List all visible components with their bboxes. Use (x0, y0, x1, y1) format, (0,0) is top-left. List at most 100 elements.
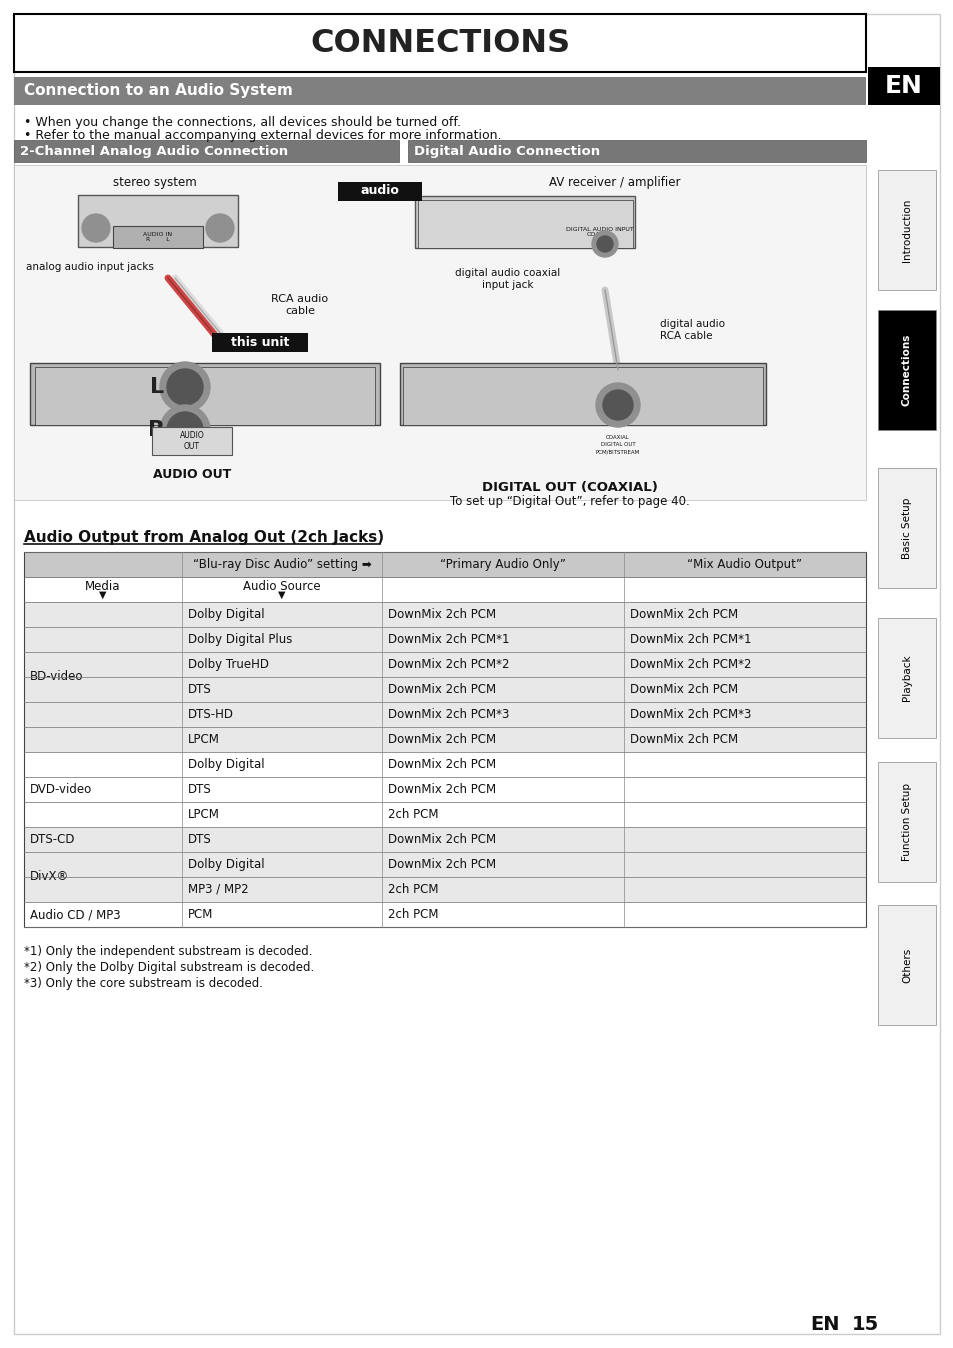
Text: DownMix 2ch PCM: DownMix 2ch PCM (629, 608, 738, 621)
Text: DIGITAL OUT: DIGITAL OUT (600, 442, 635, 448)
Text: DTS: DTS (188, 783, 212, 797)
Text: LPCM: LPCM (188, 807, 219, 821)
Text: AUDIO
OUT: AUDIO OUT (179, 431, 204, 450)
Text: RCA audio
cable: RCA audio cable (272, 294, 328, 315)
Bar (417, 200, 633, 248)
Text: DownMix 2ch PCM: DownMix 2ch PCM (388, 783, 496, 797)
Bar (24, 551, 865, 577)
Circle shape (167, 412, 203, 448)
Text: DTS: DTS (188, 833, 212, 847)
Text: COAXIAL: COAXIAL (605, 435, 629, 439)
Bar (78, 195, 237, 247)
Circle shape (597, 236, 613, 252)
Bar (24, 776, 865, 802)
Text: Connections: Connections (901, 334, 911, 406)
Text: PCM/BITSTREAM: PCM/BITSTREAM (596, 449, 639, 454)
Bar (14, 13, 865, 71)
Text: digital audio coaxial
input jack: digital audio coaxial input jack (455, 268, 560, 290)
Text: • When you change the connections, all devices should be turned off.: • When you change the connections, all d… (24, 116, 460, 129)
Bar (24, 828, 865, 852)
Text: L: L (150, 377, 164, 398)
Text: DTS-CD: DTS-CD (30, 833, 75, 847)
Text: 2ch PCM: 2ch PCM (388, 909, 438, 921)
Bar (30, 363, 379, 425)
Text: DownMix 2ch PCM*2: DownMix 2ch PCM*2 (388, 658, 509, 671)
Text: EN: EN (809, 1316, 839, 1335)
Bar (152, 427, 232, 456)
Circle shape (206, 214, 233, 243)
Text: DownMix 2ch PCM: DownMix 2ch PCM (629, 683, 738, 696)
Text: Audio Output from Analog Out (2ch Jacks): Audio Output from Analog Out (2ch Jacks) (24, 530, 384, 545)
Text: DownMix 2ch PCM: DownMix 2ch PCM (388, 758, 496, 771)
Text: DownMix 2ch PCM*3: DownMix 2ch PCM*3 (629, 708, 751, 721)
Text: Dolby Digital Plus: Dolby Digital Plus (188, 634, 292, 646)
Text: Dolby Digital: Dolby Digital (188, 857, 264, 871)
Text: “Primary Audio Only”: “Primary Audio Only” (439, 558, 565, 572)
Text: EN: EN (884, 74, 922, 98)
Bar (24, 577, 865, 603)
Text: • Refer to the manual accompanying external devices for more information.: • Refer to the manual accompanying exter… (24, 129, 501, 142)
Bar (877, 310, 935, 430)
Text: Audio Source: Audio Source (243, 580, 320, 593)
Bar (24, 852, 865, 878)
Text: DivX®: DivX® (30, 871, 70, 883)
Bar (24, 727, 865, 752)
Text: digital audio
RCA cable: digital audio RCA cable (659, 319, 724, 341)
Bar (14, 77, 865, 105)
Bar (24, 551, 865, 927)
Circle shape (602, 390, 633, 421)
Text: AV receiver / amplifier: AV receiver / amplifier (549, 177, 680, 189)
Text: AUDIO OUT: AUDIO OUT (152, 468, 231, 481)
Text: To set up “Digital Out”, refer to page 40.: To set up “Digital Out”, refer to page 4… (450, 495, 689, 508)
Text: *3) Only the core substream is decoded.: *3) Only the core substream is decoded. (24, 977, 263, 989)
Text: Dolby TrueHD: Dolby TrueHD (188, 658, 269, 671)
Text: DownMix 2ch PCM: DownMix 2ch PCM (388, 608, 496, 621)
Text: Digital Audio Connection: Digital Audio Connection (414, 144, 599, 158)
Circle shape (167, 369, 203, 404)
Text: ▼: ▼ (278, 590, 286, 600)
Bar (14, 140, 398, 162)
Circle shape (82, 214, 110, 243)
Bar (877, 468, 935, 588)
Text: DVD-video: DVD-video (30, 783, 92, 797)
Bar (877, 762, 935, 882)
Bar (877, 170, 935, 290)
Bar (408, 140, 865, 162)
Text: DownMix 2ch PCM*1: DownMix 2ch PCM*1 (629, 634, 751, 646)
Text: DownMix 2ch PCM: DownMix 2ch PCM (388, 857, 496, 871)
Bar (14, 164, 865, 500)
Text: Media: Media (85, 580, 121, 593)
Text: “Mix Audio Output”: “Mix Audio Output” (687, 558, 801, 572)
Bar (24, 702, 865, 727)
Text: DownMix 2ch PCM*2: DownMix 2ch PCM*2 (629, 658, 751, 671)
Text: R: R (149, 421, 165, 439)
Text: 2-Channel Analog Audio Connection: 2-Channel Analog Audio Connection (20, 144, 288, 158)
Text: audio: audio (360, 185, 399, 198)
Text: DownMix 2ch PCM: DownMix 2ch PCM (629, 733, 738, 745)
Text: Dolby Digital: Dolby Digital (188, 608, 264, 621)
Text: BD-video: BD-video (30, 670, 84, 683)
Bar (24, 603, 865, 627)
Circle shape (160, 363, 210, 412)
Text: Audio CD / MP3: Audio CD / MP3 (30, 909, 120, 921)
Text: DownMix 2ch PCM: DownMix 2ch PCM (388, 733, 496, 745)
Text: this unit: this unit (231, 336, 289, 349)
Bar (24, 802, 865, 828)
Text: stereo system: stereo system (113, 177, 196, 189)
Text: DownMix 2ch PCM*1: DownMix 2ch PCM*1 (388, 634, 509, 646)
Text: PCM: PCM (188, 909, 213, 921)
Text: *2) Only the Dolby Digital substream is decoded.: *2) Only the Dolby Digital substream is … (24, 961, 314, 975)
Text: analog audio input jacks: analog audio input jacks (26, 262, 153, 272)
Bar (24, 627, 865, 652)
Text: Playback: Playback (901, 655, 911, 701)
Text: DIGITAL AUDIO INPUT
COAXIAL: DIGITAL AUDIO INPUT COAXIAL (565, 226, 633, 237)
Bar (112, 226, 203, 248)
Text: DownMix 2ch PCM*3: DownMix 2ch PCM*3 (388, 708, 509, 721)
Text: 2ch PCM: 2ch PCM (388, 883, 438, 896)
Text: Function Setup: Function Setup (901, 783, 911, 861)
Text: Introduction: Introduction (901, 198, 911, 262)
Text: 15: 15 (851, 1316, 879, 1335)
Circle shape (160, 404, 210, 456)
Bar (877, 617, 935, 737)
Bar (415, 195, 635, 248)
